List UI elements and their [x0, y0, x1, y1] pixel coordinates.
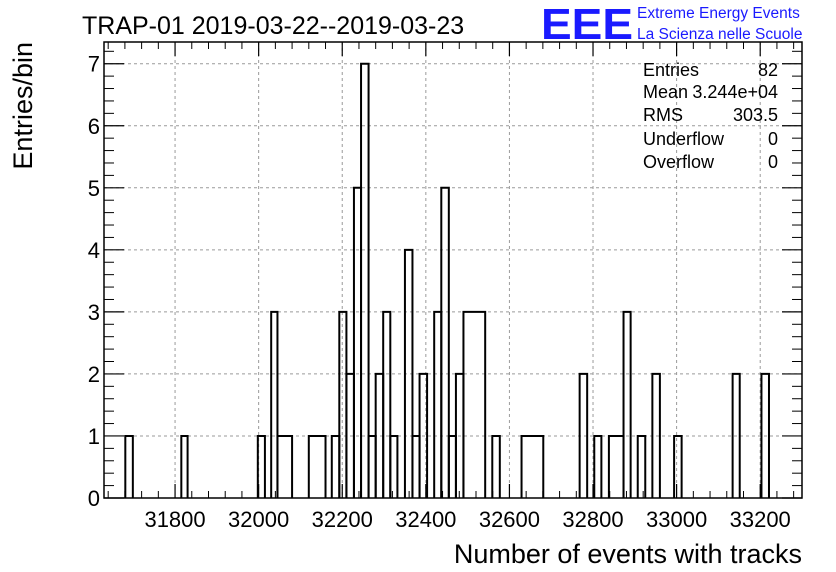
histogram-bin [389, 434, 399, 498]
stats-label-entries: Entries [643, 60, 699, 80]
eee-logo-line1: Extreme Energy Events [637, 5, 800, 22]
y-tick-label: 5 [88, 176, 100, 201]
y-tick-label: 6 [88, 114, 100, 139]
histogram-bin [491, 434, 501, 498]
y-tick-label: 0 [88, 486, 100, 511]
stats-value-mean: 3.244e+04 [692, 82, 778, 102]
histogram-bin [447, 434, 457, 498]
histogram-bin [256, 434, 266, 498]
stats-value-underflow: 0 [768, 129, 778, 149]
y-tick-label: 7 [88, 52, 100, 77]
histogram-bin [433, 310, 443, 498]
eee-logo: EEE Extreme Energy Events La Scienza nel… [541, 0, 802, 49]
x-tick-label: 32000 [228, 507, 289, 532]
histogram-bin [418, 372, 429, 498]
histogram-bin [411, 434, 421, 498]
x-tick-label: 33000 [646, 507, 707, 532]
histogram-bin [403, 248, 414, 498]
histogram-bin [607, 434, 625, 498]
eee-logo-mark: EEE [541, 0, 633, 49]
axis-layer: 31800 32000 32200 32400 32600 32800 33000 33200… [88, 42, 802, 532]
stats-label-overflow: Overflow [643, 152, 715, 172]
grid-layer [104, 42, 802, 499]
y-tick-label: 2 [88, 362, 100, 387]
histogram-bin [367, 434, 377, 498]
histogram-bin [330, 434, 341, 498]
histogram-bin [338, 310, 348, 498]
stats-value-rms: 303.5 [733, 105, 778, 125]
x-tick-label: 31800 [144, 507, 205, 532]
stats-box: Entries 82 Mean 3.244e+04 RMS 303.5 Unde… [643, 60, 778, 172]
histogram-bin [651, 372, 661, 498]
histogram-bin [636, 434, 647, 498]
chart-title: TRAP-01 2019-03-22--2019-03-23 [82, 12, 464, 40]
histogram-bin [673, 434, 683, 498]
histogram-bin [360, 62, 370, 498]
histogram-bin [520, 434, 545, 498]
histogram-bin [307, 434, 327, 498]
stats-value-entries: 82 [758, 60, 778, 80]
histogram-bin [382, 310, 392, 498]
histogram-bin [462, 310, 487, 498]
x-tick-label: 32800 [562, 507, 623, 532]
histogram-bin [622, 310, 632, 498]
y-tick-label: 3 [88, 300, 100, 325]
histogram-bin [276, 434, 294, 498]
histogram-bin [124, 434, 134, 498]
x-tick-label: 32200 [312, 507, 373, 532]
x-tick-label: 32400 [395, 507, 456, 532]
histogram-bin [578, 372, 589, 498]
histogram-bin [180, 434, 189, 498]
stats-label-rms: RMS [643, 105, 683, 125]
histogram-layer [124, 62, 770, 498]
histogram-bin [760, 372, 770, 498]
y-tick-label: 4 [88, 238, 100, 263]
y-tick-label: 1 [88, 424, 100, 449]
y-axis-label: Entries/bin [8, 42, 38, 170]
plot-frame [103, 41, 803, 499]
stats-label-mean: Mean [643, 82, 688, 102]
histogram-bin [731, 372, 741, 498]
x-tick-label: 33200 [730, 507, 791, 532]
stats-label-underflow: Underflow [643, 129, 725, 149]
stats-value-overflow: 0 [768, 152, 778, 172]
histogram-bin [440, 186, 450, 498]
histogram-bin [593, 434, 603, 498]
histogram-bin [270, 310, 279, 498]
eee-logo-line2: La Scienza nelle Scuole [637, 26, 802, 43]
x-axis-label: Number of events with tracks [454, 539, 802, 569]
histogram-bin [352, 186, 363, 498]
x-tick-label: 32600 [479, 507, 540, 532]
